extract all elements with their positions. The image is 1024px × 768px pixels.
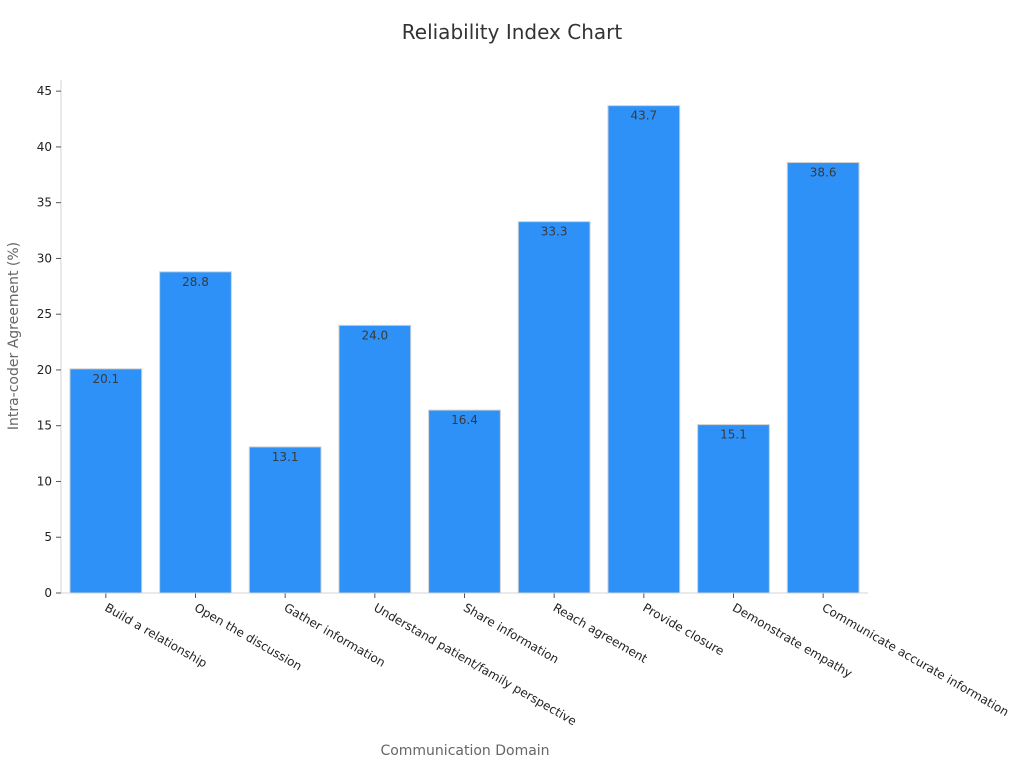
y-tick-label: 20 [37,363,52,377]
data-label: 20.1 [92,372,119,386]
x-axis-title: Communication Domain [380,743,549,759]
bar [248,446,322,594]
data-labels-group: 20.1 28.8 13.1 24.0 16.4 33.3 43.7 15.1 38.6 [92,109,836,464]
bar [786,162,860,594]
y-tick-label: 10 [37,474,52,488]
bar [69,368,143,594]
bar [607,105,681,594]
bar [338,324,412,594]
data-label: 13.1 [272,450,299,464]
y-tick-label: 0 [44,586,52,600]
bar [159,271,232,594]
y-axis: 0 5 10 15 20 25 30 35 40 45 [37,80,62,600]
y-tick-label: 40 [37,140,52,154]
y-tick-label: 25 [37,307,52,321]
chart-title: Reliability Index Chart [401,20,623,44]
y-tick-label: 5 [44,530,52,544]
x-tick-label: Communicate accurate information [820,600,1012,719]
bar [517,221,591,594]
data-label: 15.1 [720,428,747,442]
data-label: 43.7 [630,109,657,123]
data-label: 33.3 [541,225,568,239]
x-tick-label: Reach agreement [551,600,650,665]
data-label: 16.4 [451,413,478,427]
data-label: 24.0 [361,328,388,342]
bars-group [69,105,860,594]
data-label: 38.6 [810,166,837,180]
y-tick-label: 30 [37,251,52,265]
data-label: 28.8 [182,275,209,289]
bar [428,409,501,594]
y-tick-label: 45 [37,84,52,98]
y-axis-title: Intra-coder Agreement (%) [6,242,22,430]
bar [697,424,770,594]
y-tick-label: 35 [37,196,52,210]
y-tick-label: 15 [37,419,52,433]
x-tick-label: Provide closure [640,600,726,658]
